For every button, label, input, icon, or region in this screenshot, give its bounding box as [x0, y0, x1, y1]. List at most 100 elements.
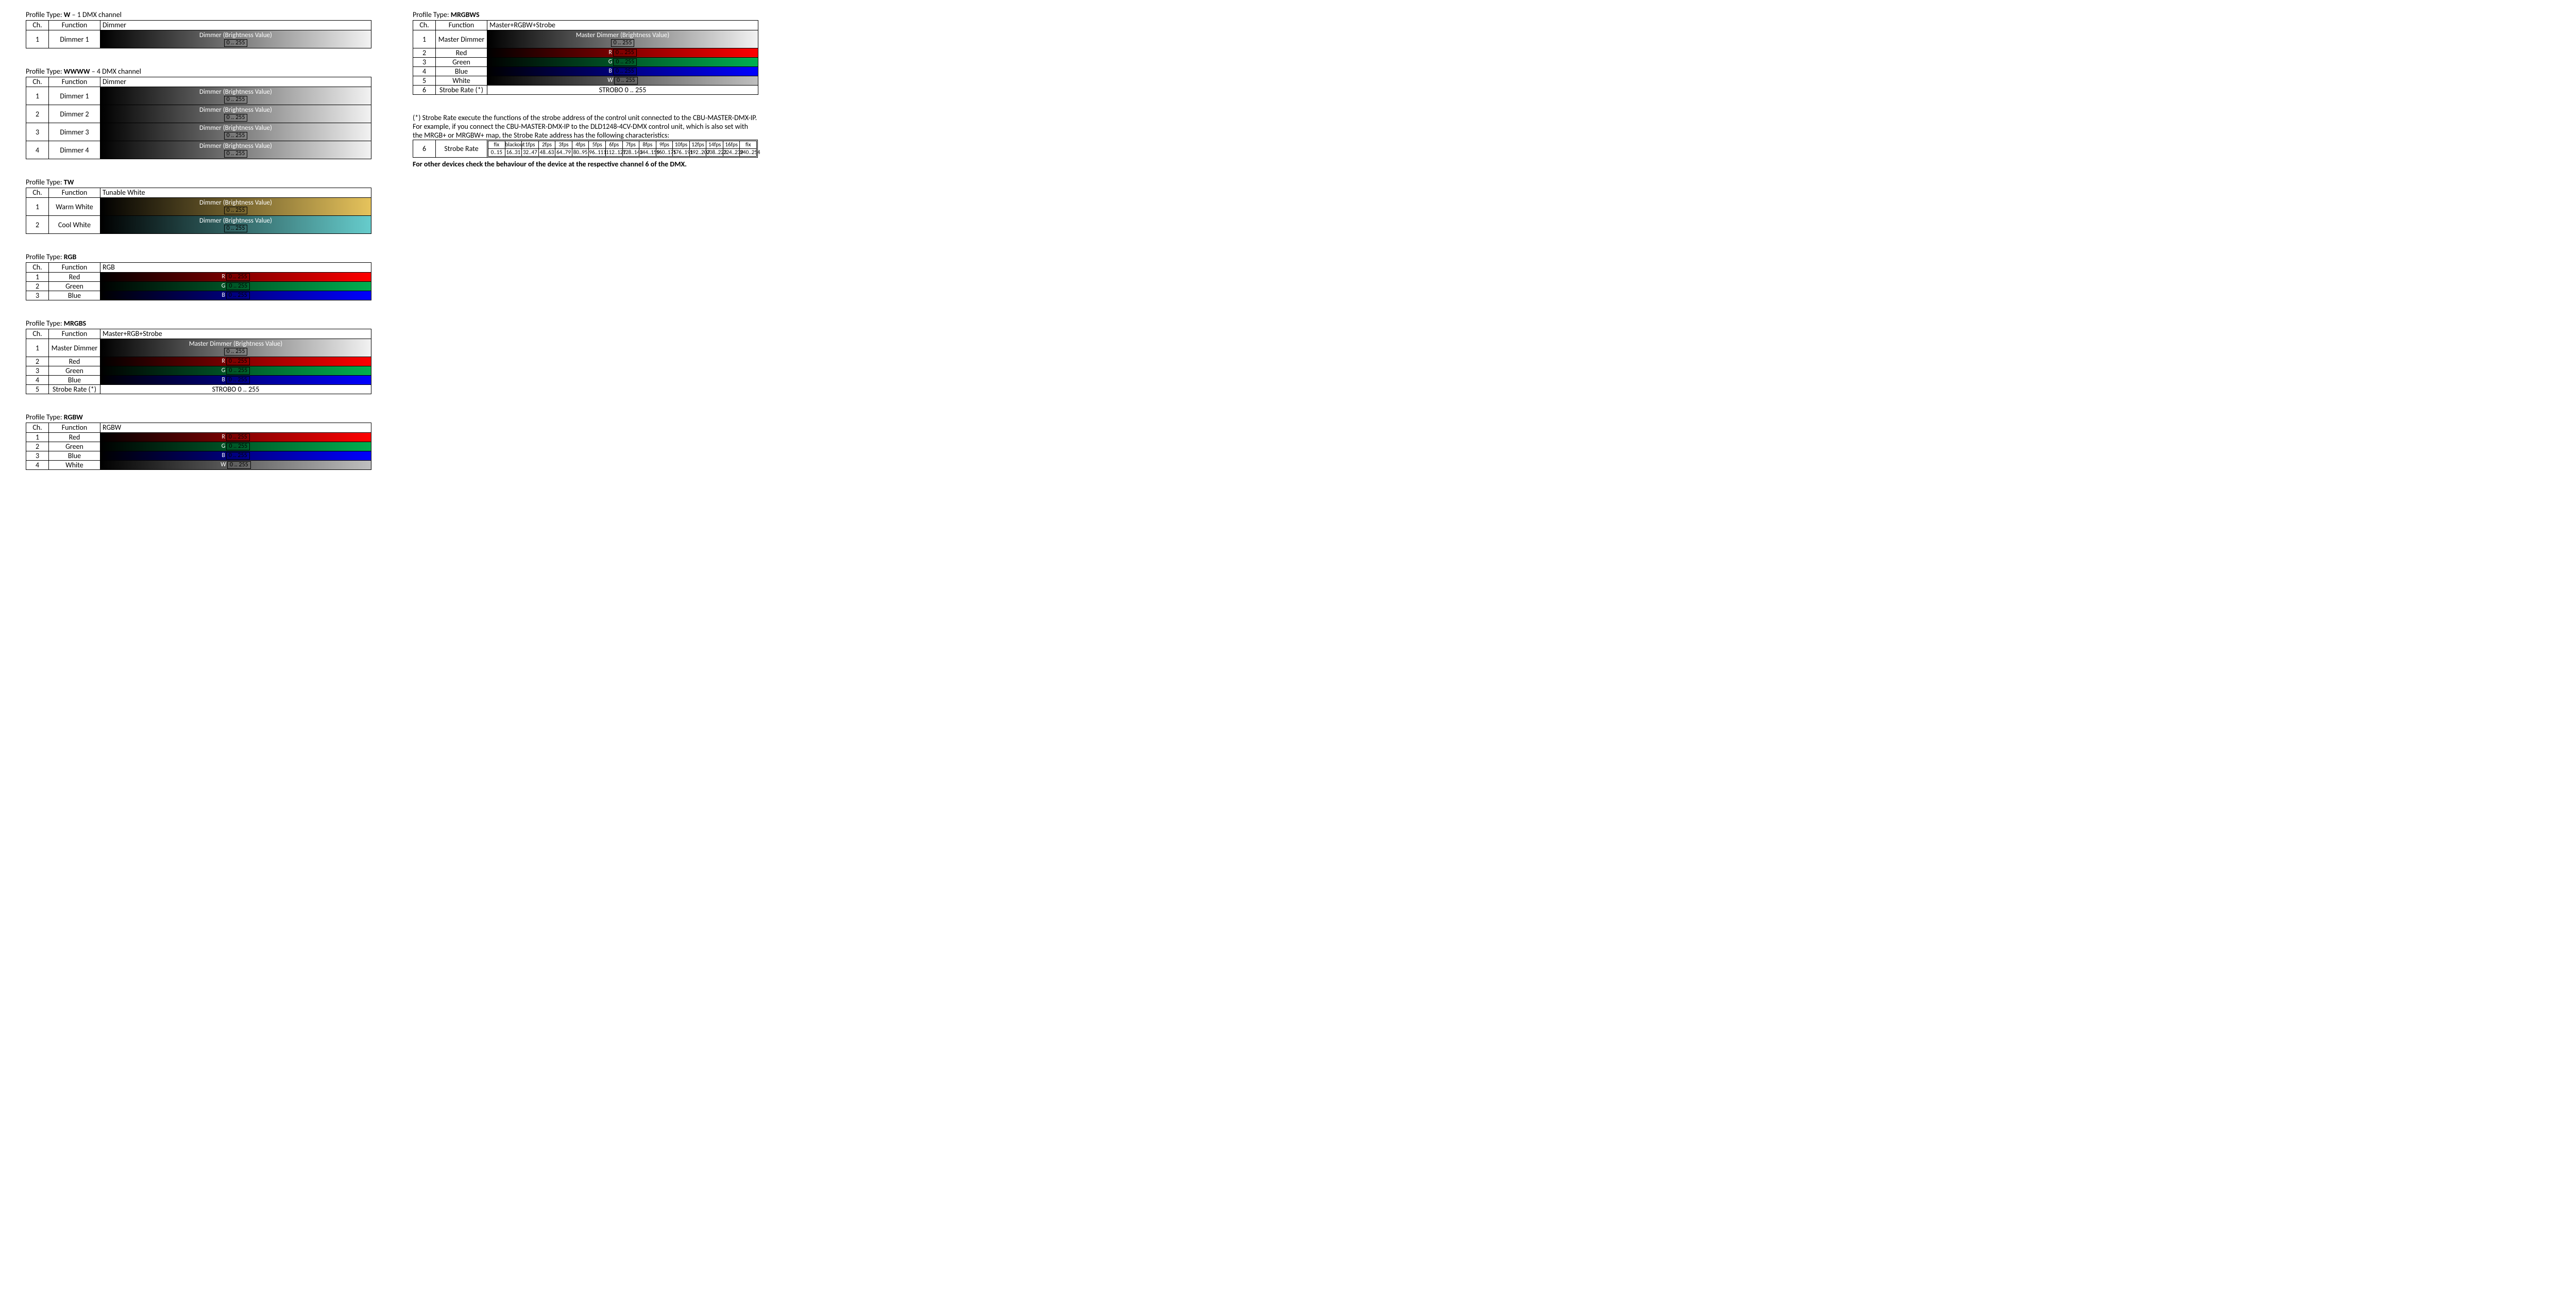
header-fn: Function	[49, 263, 100, 273]
cell-fn: Dimmer 2	[49, 105, 100, 123]
strobe-footer: For other devices check the behaviour of…	[413, 160, 758, 168]
table-row: 2GreenG0 .. 255	[26, 442, 371, 451]
gradient-bar: G0 .. 255	[100, 442, 371, 451]
gradient-lead: B	[608, 68, 613, 75]
dmx-table: Ch.FunctionMaster+RGB+Strobe1Master Dimm…	[26, 329, 371, 394]
strobe-fn: Strobe Rate	[436, 140, 487, 158]
strobe-fps: fix	[740, 141, 757, 149]
cell-fn: Blue	[436, 67, 487, 76]
gradient-range: 0 .. 255	[226, 376, 250, 384]
gradient-bar: R0 .. 255	[487, 48, 758, 57]
cell-ch: 3	[413, 58, 436, 67]
gradient-range: 0 .. 255	[224, 150, 248, 158]
table-row: 1Master DimmerMaster Dimmer (Brightness …	[26, 339, 371, 357]
cell-fn: Green	[49, 442, 100, 451]
cell-fn: Red	[436, 48, 487, 58]
table-row: 6Strobe Rate (*)STROBO 0 .. 255	[413, 86, 758, 95]
gradient-bar: W0 .. 255	[487, 76, 758, 85]
gradient-bar: R0 .. 255	[100, 433, 371, 442]
strobe-range: 48..63	[538, 149, 555, 157]
strobe-fps: 6fps	[605, 141, 622, 149]
cell-ch: 3	[26, 366, 49, 376]
gradient-range: 0 .. 255	[613, 49, 637, 57]
strobe-fps: 9fps	[656, 141, 673, 149]
gradient-range: 0 .. 255	[226, 273, 250, 281]
cell-ch: 1	[26, 198, 49, 216]
table-row: 1RedR0 .. 255	[26, 433, 371, 442]
gradient-lead: G	[222, 443, 227, 450]
gradient-bar: W0 .. 255	[100, 461, 371, 469]
header-ch: Ch.	[413, 21, 436, 30]
gradient-bar: B0 .. 255	[100, 376, 371, 384]
table-row: 2Cool WhiteDimmer (Brightness Value)0 ..…	[26, 216, 371, 234]
gradient-bar: B0 .. 255	[100, 451, 371, 460]
cell-ch: 2	[26, 105, 49, 123]
profile-block: Profile Type: RGBCh.FunctionRGB1RedR0 ..…	[26, 252, 371, 300]
cell-fn: Dimmer 4	[49, 141, 100, 159]
gradient-bar: B0 .. 255	[100, 291, 371, 300]
gradient-bar: Dimmer (Brightness Value)0 .. 255	[100, 216, 371, 233]
header-ch: Ch.	[26, 188, 49, 198]
table-row: 2GreenG0 .. 255	[26, 282, 371, 291]
cell-fn: Green	[49, 282, 100, 291]
table-row: 3BlueB0 .. 255	[26, 451, 371, 461]
gradient-label: Dimmer (Brightness Value)	[199, 199, 272, 207]
cell-fn: Red	[49, 433, 100, 442]
strobe-fps: 2fps	[538, 141, 555, 149]
dmx-table: Ch.FunctionTunable White1Warm WhiteDimme…	[26, 188, 371, 234]
gradient-bar: Dimmer (Brightness Value)0 .. 255	[100, 141, 371, 159]
left-column: Profile Type: W – 1 DMX channelCh.Functi…	[26, 10, 371, 488]
table-row: 4BlueB0 .. 255	[26, 376, 371, 385]
gradient-range: 0 .. 255	[227, 461, 251, 469]
gradient-label: Dimmer (Brightness Value)	[199, 31, 272, 39]
profile-title: Profile Type: MRGBS	[26, 319, 371, 328]
gradient-lead: G	[222, 283, 227, 290]
cell-fn: Master Dimmer	[49, 339, 100, 357]
strobe-fps: 16fps	[723, 141, 740, 149]
cell-fn: Dimmer 1	[49, 30, 100, 48]
table-row: 1Master DimmerMaster Dimmer (Brightness …	[413, 30, 758, 48]
strobe-fps: 5fps	[589, 141, 606, 149]
header-ch: Ch.	[26, 263, 49, 273]
header-fn: Function	[49, 77, 100, 87]
gradient-lead: B	[222, 292, 226, 299]
gradient-range: 0 .. 255	[224, 39, 248, 47]
strobe-range: 208..223	[706, 149, 723, 157]
header-fn: Function	[436, 21, 487, 30]
cell-ch: 1	[26, 30, 49, 48]
cell-ch: 5	[413, 76, 436, 86]
profile-title: Profile Type: RGBW	[26, 413, 371, 422]
plain-value: STROBO 0 .. 255	[100, 385, 371, 394]
cell-ch: 1	[26, 273, 49, 282]
header-desc: RGBW	[100, 423, 371, 433]
gradient-range: 0 .. 255	[224, 132, 248, 140]
header-fn: Function	[49, 21, 100, 30]
cell-ch: 1	[26, 339, 49, 357]
table-row: 2Dimmer 2Dimmer (Brightness Value)0 .. 2…	[26, 105, 371, 123]
table-row: 3GreenG0 .. 255	[26, 366, 371, 376]
gradient-bar: Master Dimmer (Brightness Value)0 .. 255	[487, 30, 758, 48]
strobe-fps: blackout	[505, 141, 522, 149]
strobe-range: 0..15	[488, 149, 505, 157]
cell-fn: White	[436, 76, 487, 86]
gradient-label: Dimmer (Brightness Value)	[199, 124, 272, 132]
strobe-fps: 8fps	[639, 141, 656, 149]
cell-ch: 4	[26, 141, 49, 159]
cell-ch: 2	[26, 216, 49, 234]
cell-fn: Blue	[49, 291, 100, 300]
gradient-range: 0 .. 255	[226, 443, 250, 450]
strobe-fps: 12fps	[689, 141, 706, 149]
header-desc: RGB	[100, 263, 371, 273]
gradient-lead: R	[608, 49, 613, 56]
gradient-bar: G0 .. 255	[100, 366, 371, 375]
profile-title: Profile Type: W – 1 DMX channel	[26, 10, 371, 19]
gradient-bar: G0 .. 255	[100, 282, 371, 291]
cell-ch: 1	[413, 30, 436, 48]
dmx-table: Ch.FunctionRGBW1RedR0 .. 2552GreenG0 .. …	[26, 423, 371, 470]
strobe-range: 80..95	[572, 149, 589, 157]
table-row: 4Dimmer 4Dimmer (Brightness Value)0 .. 2…	[26, 141, 371, 159]
strobe-range: 176..191	[673, 149, 690, 157]
gradient-range: 0 .. 255	[226, 358, 250, 365]
gradient-lead: B	[222, 377, 226, 383]
strobe-fps: fix	[488, 141, 505, 149]
